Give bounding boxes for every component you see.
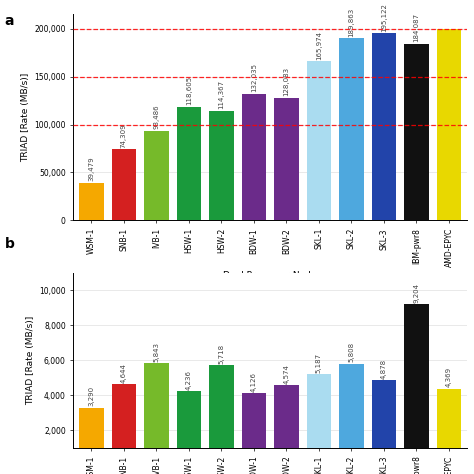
Text: 165,974: 165,974 bbox=[316, 31, 322, 60]
Text: 4,236: 4,236 bbox=[186, 370, 192, 390]
Bar bbox=[112, 149, 136, 220]
Bar bbox=[404, 44, 428, 220]
Text: 184,087: 184,087 bbox=[413, 13, 419, 43]
Text: 4,878: 4,878 bbox=[381, 358, 387, 379]
Bar bbox=[209, 111, 234, 220]
Bar bbox=[404, 304, 428, 465]
Text: 132,035: 132,035 bbox=[251, 64, 257, 92]
Bar bbox=[274, 385, 299, 465]
Bar bbox=[79, 182, 103, 220]
Bar bbox=[372, 380, 396, 465]
Text: 128,083: 128,083 bbox=[283, 67, 290, 96]
X-axis label: Dual Processor Node: Dual Processor Node bbox=[223, 272, 317, 281]
Text: 114,367: 114,367 bbox=[219, 80, 224, 109]
Text: 4,644: 4,644 bbox=[121, 363, 127, 383]
Bar bbox=[209, 365, 234, 465]
Text: 3,290: 3,290 bbox=[88, 386, 94, 406]
Bar bbox=[144, 363, 169, 465]
Text: a: a bbox=[5, 14, 14, 28]
Bar bbox=[307, 374, 331, 465]
Text: 189,863: 189,863 bbox=[348, 8, 355, 37]
Y-axis label: TRIAD [Rate (MB/s)]: TRIAD [Rate (MB/s)] bbox=[26, 316, 35, 405]
Text: 5,187: 5,187 bbox=[316, 353, 322, 373]
Bar bbox=[177, 391, 201, 465]
Bar bbox=[242, 94, 266, 220]
Bar bbox=[339, 38, 364, 220]
Text: 93,486: 93,486 bbox=[154, 105, 159, 129]
Text: 5,808: 5,808 bbox=[348, 342, 355, 362]
Bar bbox=[437, 28, 461, 220]
Bar bbox=[274, 98, 299, 220]
Y-axis label: TRIAD [Rate (MB/s)]: TRIAD [Rate (MB/s)] bbox=[21, 73, 30, 162]
Text: 195,122: 195,122 bbox=[381, 3, 387, 32]
Text: 4,574: 4,574 bbox=[283, 364, 290, 384]
Text: 39,479: 39,479 bbox=[88, 156, 94, 181]
Bar bbox=[112, 384, 136, 465]
Bar bbox=[437, 389, 461, 465]
Text: 74,309: 74,309 bbox=[121, 123, 127, 148]
Bar bbox=[79, 408, 103, 465]
Text: 4,369: 4,369 bbox=[446, 367, 452, 387]
Text: 4,126: 4,126 bbox=[251, 372, 257, 392]
Text: b: b bbox=[5, 237, 15, 251]
Bar bbox=[372, 33, 396, 220]
Text: 5,718: 5,718 bbox=[219, 344, 224, 364]
Text: 5,843: 5,843 bbox=[154, 342, 159, 362]
Text: 118,605: 118,605 bbox=[186, 76, 192, 105]
Bar bbox=[144, 131, 169, 220]
Bar bbox=[339, 364, 364, 465]
Bar bbox=[242, 393, 266, 465]
Bar bbox=[177, 107, 201, 220]
Bar bbox=[307, 61, 331, 220]
Text: 9,204: 9,204 bbox=[413, 283, 419, 302]
